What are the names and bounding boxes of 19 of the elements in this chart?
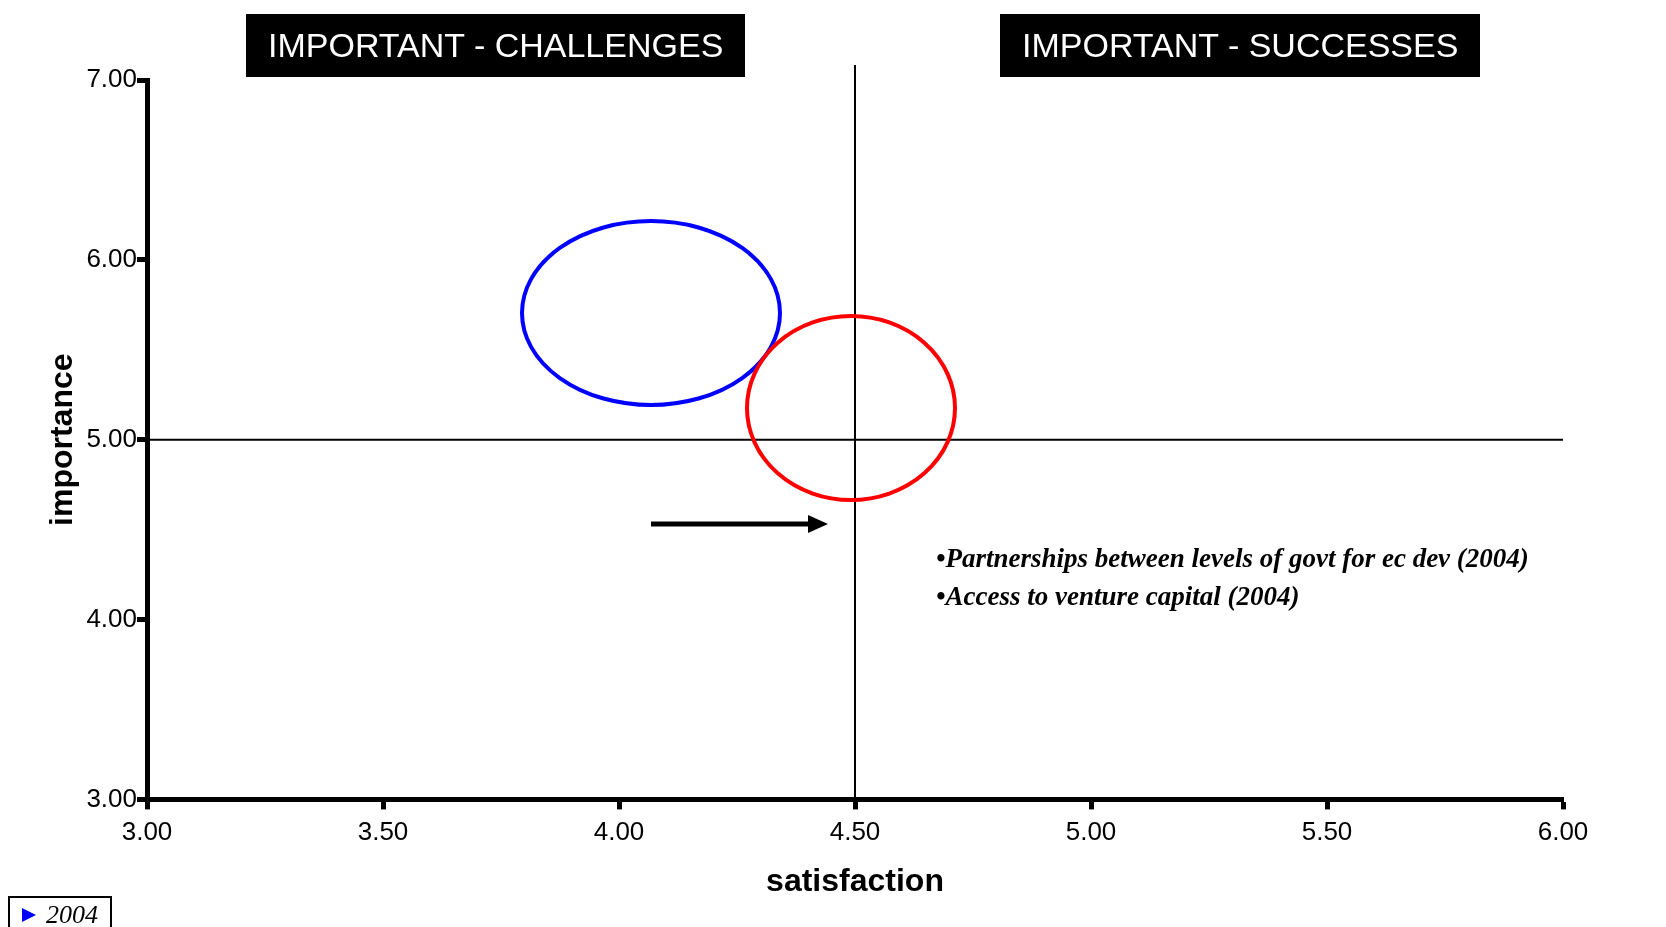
x-tick-label: 5.00: [1065, 816, 1117, 847]
annotation: •Partnerships between levels of govt for ec dev (2004): [936, 543, 1529, 574]
annotation: •Access to venture capital (2004): [936, 581, 1300, 612]
x-tick-label: 6.00: [1537, 816, 1589, 847]
x-tick-label: 3.00: [121, 816, 173, 847]
y-tick-label: 5.00: [86, 422, 137, 453]
y-tick-label: 6.00: [86, 243, 137, 274]
y-tick-label: 7.00: [86, 63, 137, 94]
x-tick-label: 5.50: [1301, 816, 1353, 847]
x-tick-label: 3.50: [357, 816, 409, 847]
x-tick-label: 4.50: [829, 816, 881, 847]
y-tick-label: 3.00: [86, 782, 137, 813]
y-axis-title: importance: [43, 353, 80, 526]
text: 2004: [46, 900, 98, 927]
text: IMPORTANT - SUCCESSES: [1000, 14, 1481, 77]
x-tick-label: 4.00: [593, 816, 645, 847]
text: IMPORTANT - CHALLENGES: [246, 14, 746, 77]
y-tick-label: 4.00: [86, 602, 137, 633]
x-axis-title: satisfaction: [766, 861, 944, 898]
